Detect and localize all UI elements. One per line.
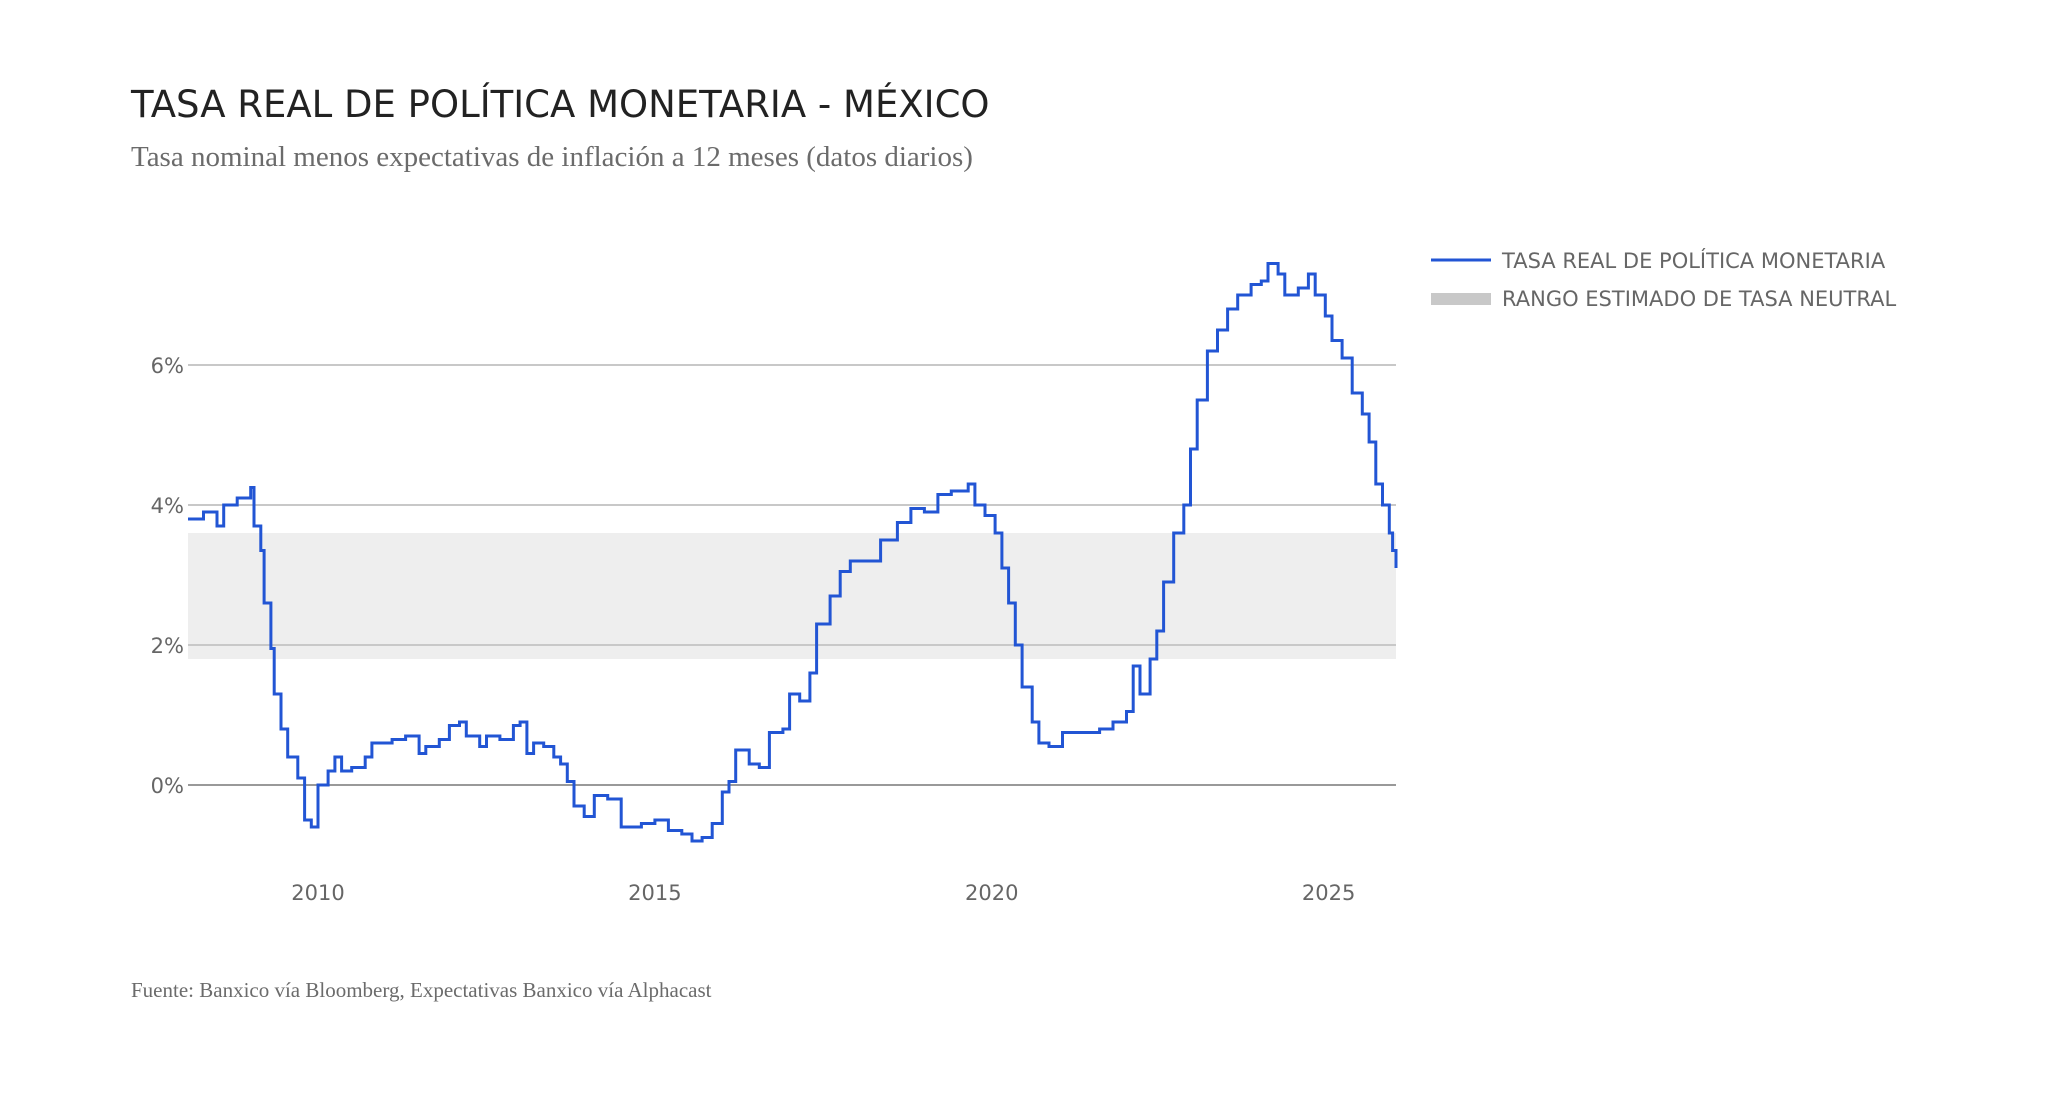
legend-label: RANGO ESTIMADO DE TASA NEUTRAL bbox=[1502, 287, 1896, 311]
source-note: Fuente: Banxico vía Bloomberg, Expectati… bbox=[131, 978, 712, 1002]
series-line-real-rate bbox=[188, 262, 1398, 843]
legend: TASA REAL DE POLÍTICA MONETARIA RANGO ES… bbox=[1431, 248, 1896, 311]
legend-swatch-band bbox=[1431, 293, 1491, 305]
chart-title: TASA REAL DE POLÍTICA MONETARIA - MÉXICO bbox=[130, 82, 990, 126]
x-tick-label: 2025 bbox=[1302, 881, 1355, 905]
y-tick-label: 0% bbox=[151, 774, 184, 798]
x-tick-label: 2020 bbox=[965, 881, 1018, 905]
y-tick-label: 4% bbox=[151, 494, 184, 518]
y-tick-label: 6% bbox=[151, 354, 184, 378]
y-tick-label: 2% bbox=[151, 634, 184, 658]
legend-item-neutral-band: RANGO ESTIMADO DE TASA NEUTRAL bbox=[1431, 287, 1896, 311]
neutral-rate-band bbox=[188, 533, 1396, 659]
legend-item-real-rate: TASA REAL DE POLÍTICA MONETARIA bbox=[1431, 248, 1886, 273]
legend-label: TASA REAL DE POLÍTICA MONETARIA bbox=[1501, 248, 1886, 273]
x-tick-label: 2015 bbox=[628, 881, 681, 905]
chart-subtitle: Tasa nominal menos expectativas de infla… bbox=[131, 141, 973, 173]
x-tick-label: 2010 bbox=[291, 881, 344, 905]
